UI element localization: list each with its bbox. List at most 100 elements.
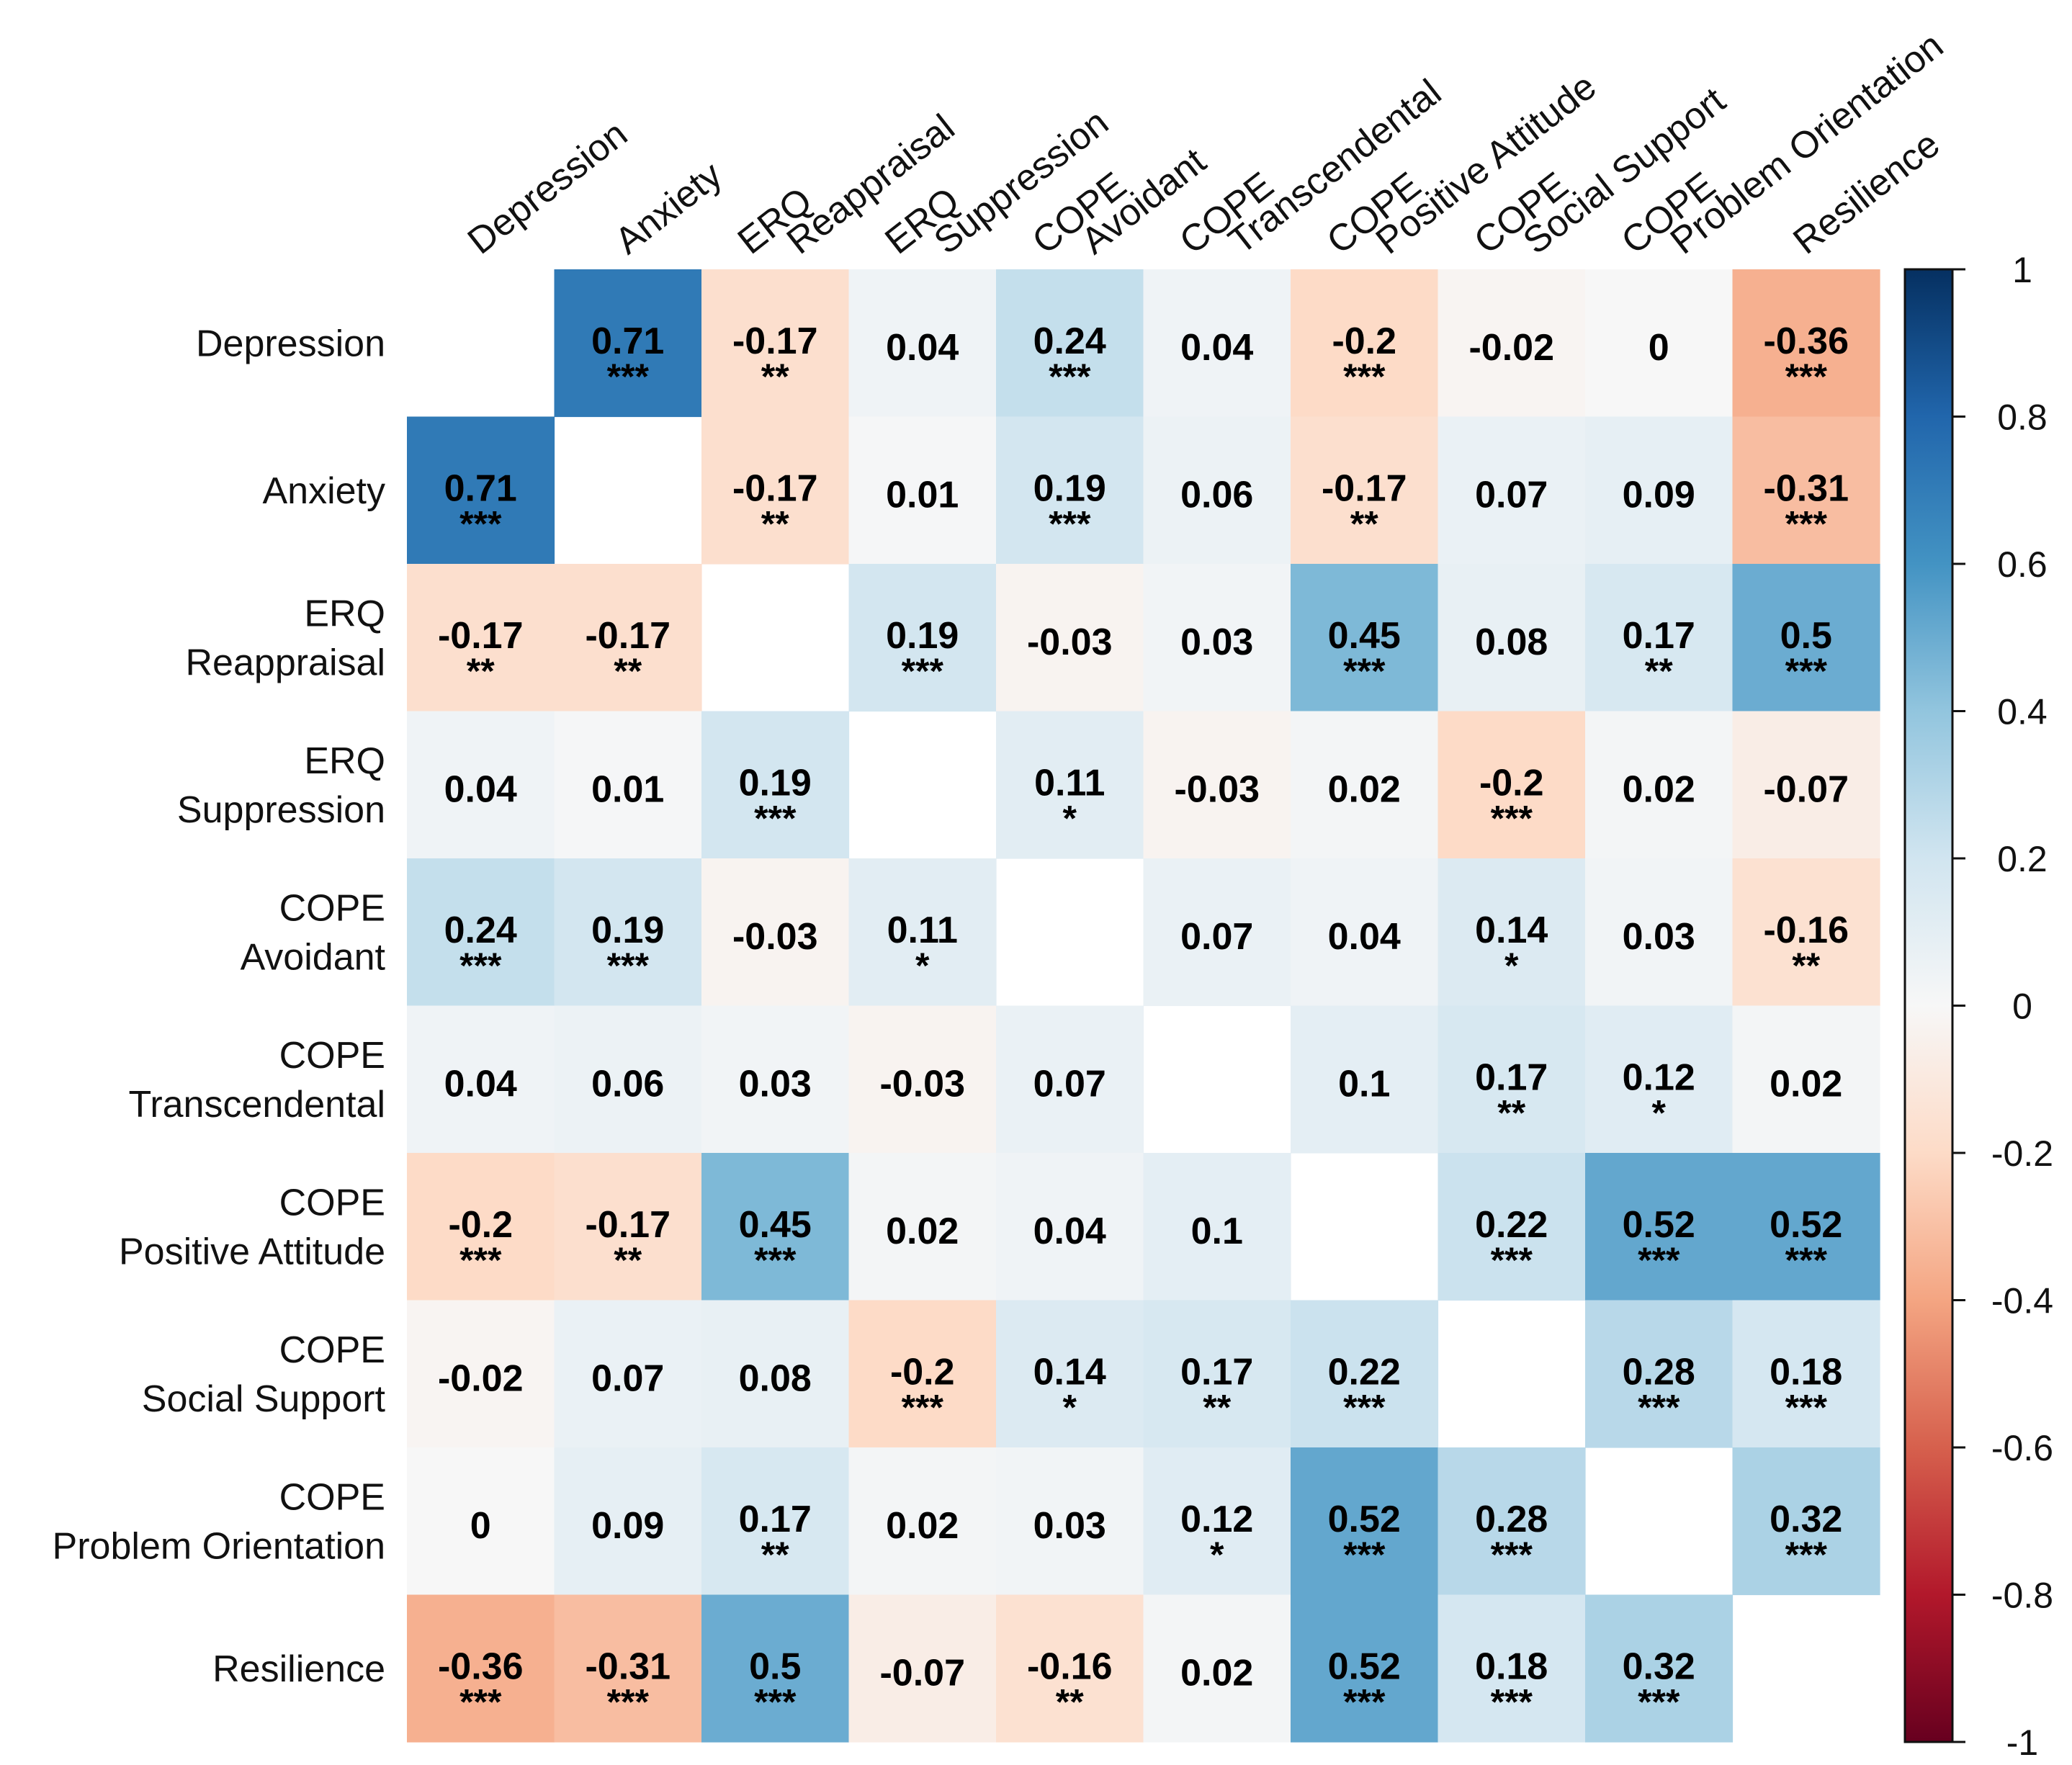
- cell-fill: [848, 416, 997, 565]
- cell-value: -0.17: [732, 320, 818, 362]
- cell-fill: [1732, 1005, 1880, 1154]
- heatmap-cell: 0.04: [848, 269, 997, 418]
- colorbar-tick-label: -0.2: [1991, 1133, 2053, 1174]
- cell-value: 0.32: [1623, 1646, 1695, 1688]
- cell-fill: [996, 564, 1144, 712]
- cell-value: 0.19: [886, 615, 959, 657]
- cell-fill: [1585, 858, 1734, 1007]
- heatmap-cell: 0.52***: [1585, 1153, 1734, 1301]
- cell-value: 0.5: [749, 1646, 801, 1688]
- colorbar-tick-label: -0.6: [1991, 1428, 2053, 1468]
- cell-value: -0.17: [585, 615, 671, 657]
- cell-significance: ***: [1785, 356, 1828, 397]
- cell-fill: [996, 1300, 1144, 1448]
- cell-significance: **: [761, 504, 789, 544]
- cell-significance: ***: [1785, 1240, 1828, 1280]
- cell-significance: **: [1056, 1682, 1084, 1723]
- cell-fill: [1291, 858, 1439, 1007]
- heatmap-cell: 0.18***: [1438, 1594, 1586, 1743]
- colorbar-ticks: 1 0.8 0.6 0.4 0.2 0 -0.2 -0.4 -0.6 -0.8 -1: [1952, 250, 2053, 1763]
- cell-value: -0.2: [1479, 763, 1544, 804]
- cell-value: 0.01: [591, 769, 664, 811]
- cell-significance: ***: [1785, 504, 1828, 544]
- heatmap-cell: 0.28***: [1585, 1300, 1734, 1448]
- cell-value: 0.04: [1328, 916, 1401, 958]
- cell-value: 0.04: [1180, 327, 1253, 369]
- cell-fill: [1291, 564, 1439, 712]
- cell-value: 0.03: [1033, 1505, 1106, 1547]
- heatmap-cell: 0.5***: [1732, 564, 1880, 712]
- cell-fill: [848, 1594, 997, 1743]
- cell-significance: ***: [459, 504, 502, 544]
- heatmap-cell: 0.22***: [1438, 1153, 1586, 1301]
- cell-value: 0.52: [1623, 1204, 1695, 1246]
- cell-value: 0.1: [1338, 1064, 1390, 1105]
- cell-fill: [848, 1005, 997, 1154]
- cell-fill: [554, 1300, 702, 1448]
- cell-fill: [1585, 564, 1734, 712]
- cell-fill: [407, 1153, 555, 1301]
- heatmap-cell: 0.09: [1585, 416, 1734, 565]
- cell-fill: [1585, 1005, 1734, 1154]
- cell-fill: [1732, 269, 1880, 418]
- cell-significance: **: [614, 1240, 642, 1280]
- cell-fill: [1143, 711, 1291, 859]
- cell-significance: **: [1203, 1388, 1231, 1428]
- cell-fill: [1291, 1300, 1439, 1448]
- cell-value: 0.22: [1475, 1204, 1548, 1246]
- row-label-resilience: Resilience: [212, 1648, 385, 1690]
- colorbar-tick-label: 0.6: [1997, 544, 2048, 585]
- cell-significance: ***: [1491, 1682, 1533, 1723]
- cell-value: 0.17: [1475, 1057, 1548, 1099]
- heatmap-cell: -0.03: [701, 858, 850, 1007]
- heatmap-cell: 0.19***: [701, 711, 850, 859]
- cell-fill: [1585, 269, 1734, 418]
- heatmap-cell: 0.02: [1291, 711, 1439, 859]
- cell-value: 0.52: [1770, 1204, 1842, 1246]
- cell-value: 0.12: [1180, 1499, 1253, 1540]
- cell-significance: *: [1063, 1388, 1077, 1428]
- cell-fill: [1143, 416, 1291, 565]
- row-label-cope-problem-orientation-line2: Problem Orientation: [53, 1525, 385, 1567]
- cell-significance: **: [1350, 504, 1378, 544]
- heatmap-cell: 0.08: [1438, 564, 1586, 712]
- cell-fill: [1585, 416, 1734, 565]
- cell-value: -0.36: [1763, 320, 1849, 362]
- cell-fill: [1438, 1594, 1586, 1743]
- heatmap-cell: 0.17**: [701, 1447, 850, 1596]
- heatmap-cell: 0.03: [701, 1005, 850, 1154]
- cell-significance: **: [761, 356, 789, 397]
- cell-value: 0.06: [591, 1064, 664, 1105]
- cell-fill: [407, 1005, 555, 1154]
- heatmap-cell: 0.19***: [554, 858, 702, 1007]
- cell-value: -0.2: [1332, 320, 1396, 362]
- cell-significance: ***: [1638, 1240, 1680, 1280]
- heatmap-cell: 0.06: [554, 1005, 702, 1154]
- cell-fill: [848, 1300, 997, 1448]
- cell-fill: [701, 1447, 850, 1596]
- cell-fill: [996, 416, 1144, 565]
- cell-value: 0.45: [1328, 615, 1401, 657]
- cell-value: -0.02: [1468, 327, 1554, 369]
- cell-fill: [407, 1594, 555, 1743]
- cell-value: 0.19: [591, 910, 664, 951]
- colorbar-tick-label: -0.8: [1991, 1576, 2053, 1616]
- cell-value: 0.18: [1475, 1646, 1548, 1688]
- heatmap-cell: -0.17**: [554, 1153, 702, 1301]
- row-label-cope-positive-attitude-line2: Positive Attitude: [119, 1231, 385, 1272]
- cell-fill: [554, 858, 702, 1007]
- heatmap-cell: 0.52***: [1732, 1153, 1880, 1301]
- row-labels: Depression Anxiety ERQ Reappraisal ERQ Suppre…: [53, 323, 386, 1690]
- cell-significance: ***: [1343, 356, 1386, 397]
- cell-fill: [701, 416, 850, 565]
- cell-fill: [1438, 269, 1586, 418]
- cell-fill: [1143, 1447, 1291, 1596]
- cell-significance: **: [1645, 651, 1673, 691]
- row-label-cope-social-support-line2: Social Support: [142, 1378, 386, 1420]
- cell-fill: [1732, 711, 1880, 859]
- heatmap-cell: 0.71***: [407, 416, 555, 565]
- cell-significance: **: [1497, 1093, 1525, 1133]
- row-label-cope-transcendental-line1: COPE: [279, 1035, 385, 1077]
